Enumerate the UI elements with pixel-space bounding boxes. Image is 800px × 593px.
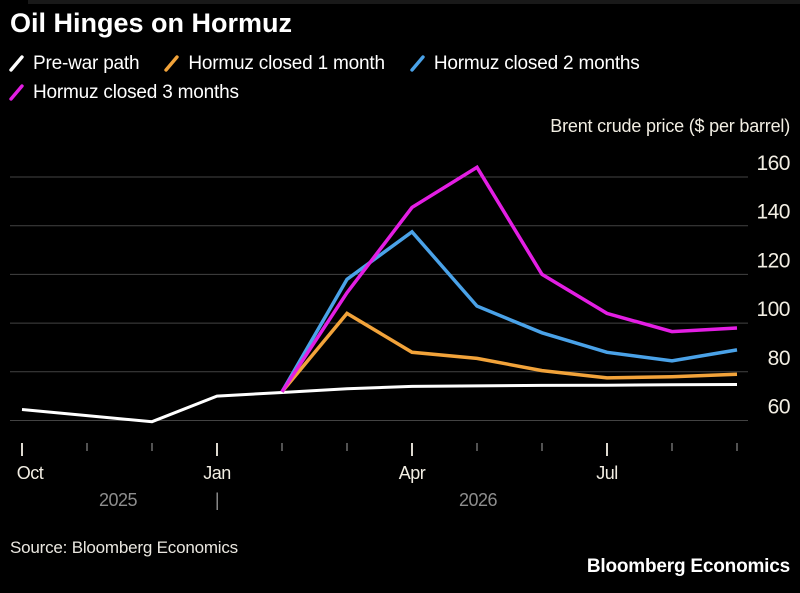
legend-item-hormuz-closed-2-months: Hormuz closed 2 months bbox=[409, 52, 640, 76]
year-label-2025: 2025 bbox=[99, 490, 138, 510]
legend-swatch-slash-icon bbox=[9, 55, 24, 72]
legend-label: Hormuz closed 2 months bbox=[433, 53, 640, 74]
series-line-hormuz-closed-3-months bbox=[280, 164, 738, 393]
y-axis-tick-label: 140 bbox=[756, 201, 790, 224]
year-label-2026: 2026 bbox=[459, 490, 498, 510]
legend-item-hormuz-closed-1-month: Hormuz closed 1 month bbox=[163, 52, 385, 76]
x-axis-label-apr: Apr bbox=[399, 463, 426, 483]
legend-label: Hormuz closed 1 month bbox=[188, 53, 385, 74]
bloomberg-economics-brand: Bloomberg Economics bbox=[586, 556, 790, 577]
x-axis-label-jul: Jul bbox=[596, 463, 618, 483]
y-axis-tick-label: 100 bbox=[756, 298, 790, 321]
y-axis-tick-label: 80 bbox=[768, 347, 790, 370]
x-axis-label-oct: Oct bbox=[17, 463, 44, 483]
source-credit: Source: Bloomberg Economics bbox=[10, 538, 238, 557]
y-axis-tick-label: 60 bbox=[768, 396, 790, 419]
legend-swatch-slash-icon bbox=[410, 55, 425, 72]
y-axis-title: Brent crude price ($ per barrel) bbox=[550, 116, 790, 136]
y-axis-tick-label: 120 bbox=[756, 249, 790, 272]
legend-label: Pre-war path bbox=[33, 53, 140, 74]
series-line-pre-war-path bbox=[21, 383, 738, 424]
y-axis-tick-label: 160 bbox=[756, 152, 790, 175]
chart-legend: Pre-war path Hormuz closed 1 month Hormuz … bbox=[8, 52, 794, 105]
legend-item-pre-war-path: Pre-war path bbox=[8, 52, 140, 76]
series-line-hormuz-closed-1-month bbox=[280, 311, 738, 393]
legend-swatch-slash-icon bbox=[164, 55, 180, 72]
line-chart: 60 80 100 120 140 160 Oct Jan Apr Jul 2025 | 2026 bbox=[10, 152, 791, 510]
series-line-hormuz-closed-2-months bbox=[280, 229, 738, 393]
chart-title: Oil Hinges on Hormuz bbox=[10, 8, 293, 38]
x-axis-label-jan: Jan bbox=[203, 463, 231, 483]
year-divider: | bbox=[215, 490, 219, 510]
legend-item-hormuz-closed-3-months: Hormuz closed 3 months bbox=[8, 81, 239, 105]
legend-swatch-slash-icon bbox=[9, 84, 24, 101]
window-top-edge bbox=[28, 0, 800, 4]
legend-label: Hormuz closed 3 months bbox=[33, 82, 239, 103]
